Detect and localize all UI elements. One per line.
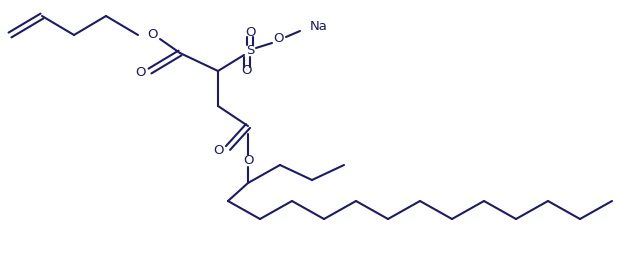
Text: O: O (273, 33, 284, 45)
Text: O: O (213, 143, 223, 156)
Text: O: O (241, 65, 251, 77)
Text: O: O (135, 66, 146, 80)
Text: O: O (244, 26, 255, 40)
Text: Na: Na (310, 21, 328, 33)
Text: S: S (246, 45, 254, 57)
Text: O: O (147, 29, 158, 41)
Text: O: O (243, 155, 253, 167)
